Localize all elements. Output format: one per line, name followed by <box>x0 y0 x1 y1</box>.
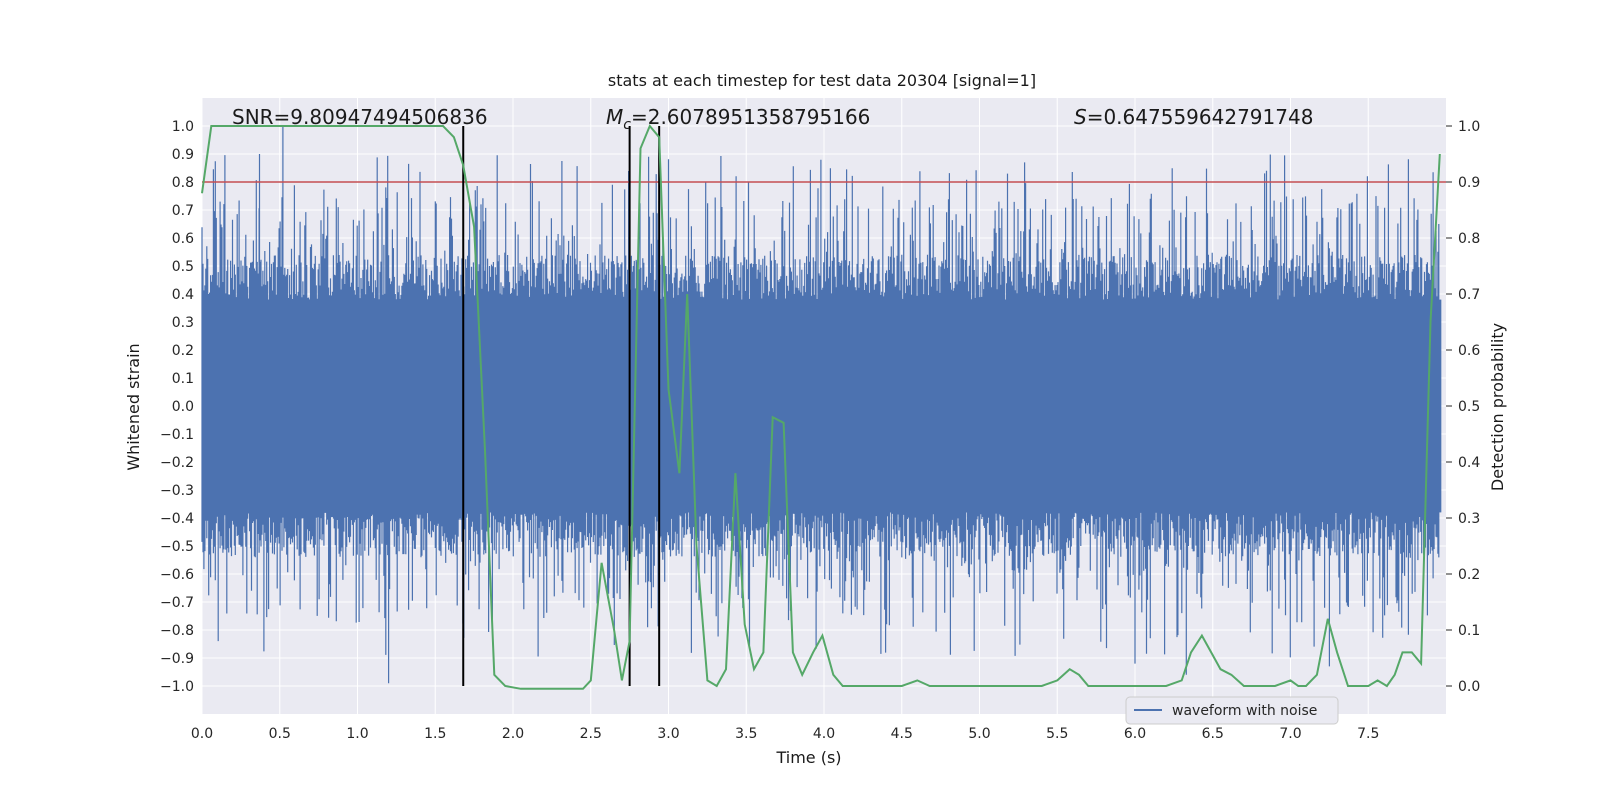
x-axis-label: Time (s) <box>775 748 841 767</box>
y-tick-label: 0.2 <box>172 343 194 359</box>
y2-tick-label: 0.9 <box>1458 175 1480 191</box>
y-tick-label: −0.5 <box>160 539 194 555</box>
x-tick-label: 1.0 <box>346 726 368 742</box>
chirp-mass-subscript: c <box>623 117 631 133</box>
y2-tick-label: 0.1 <box>1458 623 1480 639</box>
y2-tick-label: 0.0 <box>1458 679 1480 695</box>
x-tick-label: 0.0 <box>191 726 213 742</box>
y2-axis-label: Detection probability <box>1488 323 1507 491</box>
x-tick-label: 3.0 <box>657 726 679 742</box>
y-axis-label: Whitened strain <box>124 343 143 470</box>
chirp-mass-annotation: Mc=2.6078951358795166 <box>606 105 870 133</box>
y-tick-label: 0.4 <box>172 287 194 303</box>
y-tick-label: −0.1 <box>160 427 194 443</box>
legend-label-waveform: waveform with noise <box>1172 703 1317 719</box>
y-tick-label: −0.6 <box>160 567 194 583</box>
y-tick-label: 0.8 <box>172 175 194 191</box>
legend-box <box>1125 696 1339 725</box>
probability-line <box>201 124 1441 690</box>
y-tick-label: −0.9 <box>160 651 194 667</box>
y-tick-label: −0.4 <box>160 511 194 527</box>
chart-title: stats at each timestep for test data 203… <box>608 71 1036 90</box>
x-tick-label: 6.0 <box>1124 726 1146 742</box>
legend: waveform with noise <box>1125 696 1339 725</box>
y-tick-label: 1.0 <box>172 119 194 135</box>
y-tick-label: 0.7 <box>172 203 194 219</box>
chirp-mass-value: =2.6078951358795166 <box>631 105 870 129</box>
x-tick-label: 2.0 <box>502 726 524 742</box>
probability-series <box>201 124 1441 690</box>
x-tick-label: 7.5 <box>1357 726 1379 742</box>
y-tick-label: −0.2 <box>160 455 194 471</box>
snr-annotation: SNR=9.80947494506836 <box>232 105 488 129</box>
y-tick-label: −0.8 <box>160 623 194 639</box>
s-value: =0.647559642791748 <box>1087 105 1314 129</box>
y-tick-label: 0.1 <box>172 371 194 387</box>
y-tick-label: 0.3 <box>172 315 194 331</box>
y2-tick-label: 0.3 <box>1458 511 1480 527</box>
x-tick-label: 4.5 <box>891 726 913 742</box>
x-tick-label: 4.0 <box>813 726 835 742</box>
y-tick-label: 0.9 <box>172 147 194 163</box>
vertical-markers <box>462 126 661 686</box>
y-tick-label: 0.5 <box>172 259 194 275</box>
x-tick-label: 6.5 <box>1202 726 1224 742</box>
waveform-line <box>201 126 1440 684</box>
y2-tick-label: 0.8 <box>1458 231 1480 247</box>
y2-tick-label: 0.2 <box>1458 567 1480 583</box>
x-tick-label: 1.5 <box>424 726 446 742</box>
x-tick-label: 5.5 <box>1046 726 1068 742</box>
x-tick-label: 0.5 <box>269 726 291 742</box>
axes: 0.0 0.5 1.0 1.5 2.0 2.5 3.0 3.5 4.0 4.5 5.0 5.5 6.0 6… <box>160 119 1480 742</box>
chirp-mass-symbol: M <box>606 105 623 129</box>
x-tick-label: 2.5 <box>580 726 602 742</box>
y-tick-label: −0.3 <box>160 483 194 499</box>
y2-tick-label: 1.0 <box>1458 119 1480 135</box>
y-tick-label: −1.0 <box>160 679 194 695</box>
y-tick-label: −0.7 <box>160 595 194 611</box>
x-tick-label: 7.0 <box>1279 726 1301 742</box>
s-annotation: S=0.647559642791748 <box>1074 105 1313 129</box>
y2-tick-label: 0.4 <box>1458 455 1480 471</box>
y2-tick-label: 0.5 <box>1458 399 1480 415</box>
y2-tick-label: 0.7 <box>1458 287 1480 303</box>
y2-tick-label: 0.6 <box>1458 343 1480 359</box>
x-tick-label: 5.0 <box>968 726 990 742</box>
y-tick-label: 0.0 <box>172 399 194 415</box>
waveform-series <box>201 126 1442 684</box>
s-symbol: S <box>1074 105 1087 129</box>
y-tick-label: 0.6 <box>172 231 194 247</box>
x-tick-label: 3.5 <box>735 726 757 742</box>
